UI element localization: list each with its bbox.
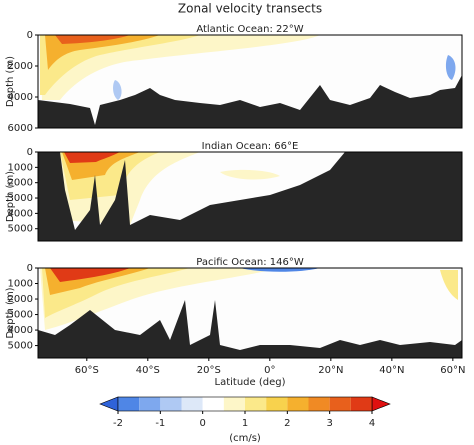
x-tick-label: 40°N — [379, 365, 404, 376]
y-tick-label: 4000 — [8, 92, 33, 103]
y-tick-label: 3000 — [8, 193, 33, 204]
colorbar-segment — [329, 397, 351, 411]
colorbar-tick-label: 4 — [369, 418, 375, 429]
panel-title: Atlantic Ocean: 22°W — [196, 24, 303, 35]
y-tick-label: 5000 — [8, 341, 33, 352]
colorbar-tick-label: -1 — [155, 418, 165, 429]
colorbar-segment — [223, 397, 245, 411]
x-tick-label: 20°N — [318, 365, 343, 376]
x-tick-label: 60°S — [75, 365, 99, 376]
colorbar-tick-label: 0 — [199, 418, 205, 429]
panel-frame — [37, 34, 463, 129]
x-tick-label: 0° — [264, 365, 275, 376]
y-tick-label: 2000 — [8, 178, 33, 189]
panel-frame — [37, 267, 463, 359]
colorbar-under — [99, 396, 119, 412]
pacific-field — [38, 268, 462, 358]
y-tick-label: 1000 — [8, 279, 33, 290]
colorbar-tick-label: 1 — [242, 418, 248, 429]
y-tick-label: 1000 — [8, 162, 33, 173]
y-tick-label: 2000 — [8, 61, 33, 72]
colorbar-segment — [181, 397, 203, 411]
colorbar-segment — [350, 397, 372, 411]
panel-title: Pacific Ocean: 146°W — [196, 257, 304, 268]
colorbar-segment — [287, 397, 309, 411]
y-tick-label: 6000 — [8, 123, 33, 134]
colorbar-tick-label: 3 — [326, 418, 332, 429]
colorbar-segment — [202, 397, 224, 411]
x-tick-label: 20°S — [197, 365, 221, 376]
colorbar-tick-label: -2 — [113, 418, 123, 429]
y-axis-label: Depth (m) — [5, 171, 16, 222]
panel-title: Indian Ocean: 66°E — [202, 141, 299, 152]
colorbar-tick-label: 2 — [284, 418, 290, 429]
colorbar-segment — [118, 397, 140, 411]
x-tick-label: 40°S — [136, 365, 160, 376]
y-tick-label: 4000 — [8, 325, 33, 336]
colorbar-segment — [308, 397, 330, 411]
colorbar-segment — [160, 397, 182, 411]
y-axis-label: Depth (m) — [5, 287, 16, 338]
y-tick-label: 0 — [27, 30, 33, 41]
x-tick-label: 60°N — [440, 365, 465, 376]
atlantic-field — [38, 35, 462, 128]
panel-frame — [37, 151, 463, 242]
colorbar-segment — [245, 397, 267, 411]
figure-title: Zonal velocity transects — [178, 2, 322, 16]
y-tick-label: 2000 — [8, 294, 33, 305]
colorbar-over — [371, 396, 391, 412]
y-tick-label: 4000 — [8, 208, 33, 219]
y-tick-label: 0 — [27, 147, 33, 158]
y-tick-label: 0 — [27, 263, 33, 274]
indian-field — [38, 152, 462, 241]
colorbar-segment — [266, 397, 288, 411]
x-axis-label: Latitude (deg) — [215, 377, 286, 388]
y-tick-label: 3000 — [8, 310, 33, 321]
colorbar-segment — [139, 397, 161, 411]
y-axis-label: Depth (m) — [5, 56, 16, 107]
colorbar-label: (cm/s) — [229, 433, 261, 444]
y-tick-label: 5000 — [8, 224, 33, 235]
